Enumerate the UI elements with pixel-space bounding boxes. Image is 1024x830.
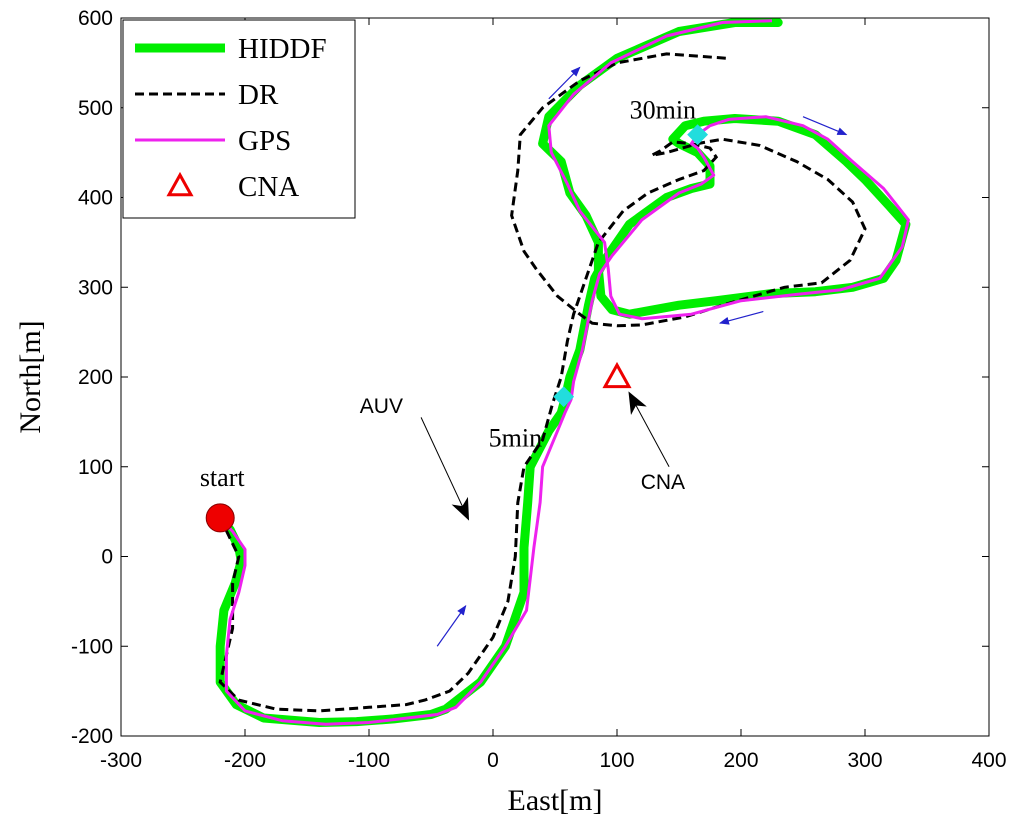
marker-CNA bbox=[602, 361, 632, 389]
x-axis-label: East[m] bbox=[508, 784, 603, 817]
annotation-cna: CNA bbox=[641, 471, 685, 494]
x-tick-label: -100 bbox=[348, 749, 390, 772]
marker-5min bbox=[553, 386, 575, 408]
legend-label-hiddf: HIDDF bbox=[238, 33, 327, 65]
axis-tick-labels: -300 -200 -100 0 100 200 300 400-200-1000100200… bbox=[71, 7, 1007, 772]
annotation-auv: AUV bbox=[360, 395, 403, 418]
direction-arrow bbox=[718, 310, 764, 325]
y-tick-label: 0 bbox=[101, 546, 113, 569]
direction-arrow bbox=[436, 605, 467, 647]
y-tick-label: 400 bbox=[78, 187, 113, 210]
x-tick-label: -200 bbox=[224, 749, 266, 772]
direction-arrow bbox=[802, 116, 848, 136]
y-tick-label: 100 bbox=[78, 456, 113, 479]
legend-box bbox=[122, 19, 356, 219]
series-dr-line bbox=[218, 52, 867, 713]
x-tick-label: 0 bbox=[487, 749, 499, 772]
x-tick-label: 300 bbox=[847, 749, 882, 772]
x-tick-label: -300 bbox=[100, 749, 142, 772]
marker-30min bbox=[687, 124, 709, 146]
legend-label-dr: DR bbox=[238, 79, 279, 111]
annotations: AUV CNA bbox=[360, 391, 685, 521]
plot-frame bbox=[120, 17, 990, 737]
legend-swatch-cna bbox=[166, 171, 194, 197]
y-tick-label: 200 bbox=[78, 366, 113, 389]
markers: start 5min 30min bbox=[200, 96, 709, 533]
x-tick-label: 400 bbox=[971, 749, 1006, 772]
legend-label-gps: GPS bbox=[238, 125, 291, 157]
legend-items: HIDDF DR GPS CNA bbox=[135, 33, 327, 203]
series-gps-line bbox=[219, 19, 910, 726]
x-tick-label: 200 bbox=[723, 749, 758, 772]
x-tick-label: 100 bbox=[599, 749, 634, 772]
annotation-arrow-auv bbox=[420, 417, 470, 521]
direction-arrows bbox=[436, 66, 848, 647]
marker-start bbox=[205, 503, 235, 533]
marker-label-start: start bbox=[200, 463, 246, 492]
y-tick-label: -200 bbox=[71, 725, 113, 748]
y-tick-label: -100 bbox=[71, 635, 113, 658]
marker-label-5min: 5min bbox=[489, 424, 542, 453]
marker-label-30min: 30min bbox=[630, 96, 696, 125]
direction-arrow bbox=[548, 66, 581, 100]
y-tick-label: 300 bbox=[78, 276, 113, 299]
y-tick-label: 500 bbox=[78, 97, 113, 120]
y-axis-label: North[m] bbox=[14, 320, 47, 433]
y-tick-label: 600 bbox=[78, 7, 113, 30]
series-layer bbox=[215, 18, 911, 727]
annotation-arrow-cna bbox=[628, 391, 670, 467]
legend-label-cna: CNA bbox=[238, 171, 299, 203]
legend: HIDDF DR GPS CNA bbox=[122, 19, 356, 219]
